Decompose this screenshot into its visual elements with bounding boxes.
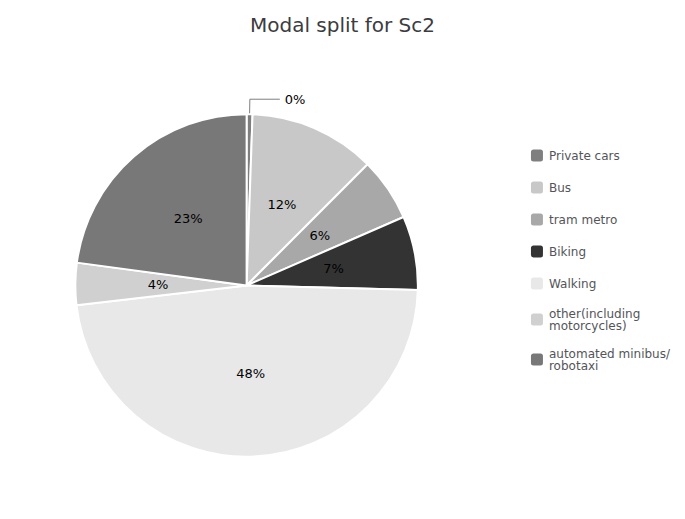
svg-text:23%: 23% (174, 211, 203, 226)
svg-text:tram metro: tram metro (549, 213, 617, 227)
svg-text:other(including: other(including (549, 306, 641, 321)
svg-text:motorcycles): motorcycles) (549, 319, 627, 333)
svg-text:7%: 7% (323, 261, 344, 276)
svg-text:12%: 12% (267, 197, 296, 212)
svg-text:Biking: Biking (549, 245, 586, 259)
svg-text:0%: 0% (285, 92, 306, 107)
svg-text:48%: 48% (236, 366, 265, 381)
svg-text:Modal split for Sc2: Modal split for Sc2 (250, 13, 435, 37)
svg-text:Private cars: Private cars (549, 149, 620, 163)
svg-text:6%: 6% (310, 228, 331, 243)
svg-text:Walking: Walking (549, 277, 596, 291)
svg-text:robotaxi: robotaxi (549, 359, 598, 373)
svg-text:4%: 4% (148, 277, 169, 292)
svg-text:automated minibus/: automated minibus/ (549, 346, 670, 361)
svg-text:Bus: Bus (549, 181, 571, 195)
